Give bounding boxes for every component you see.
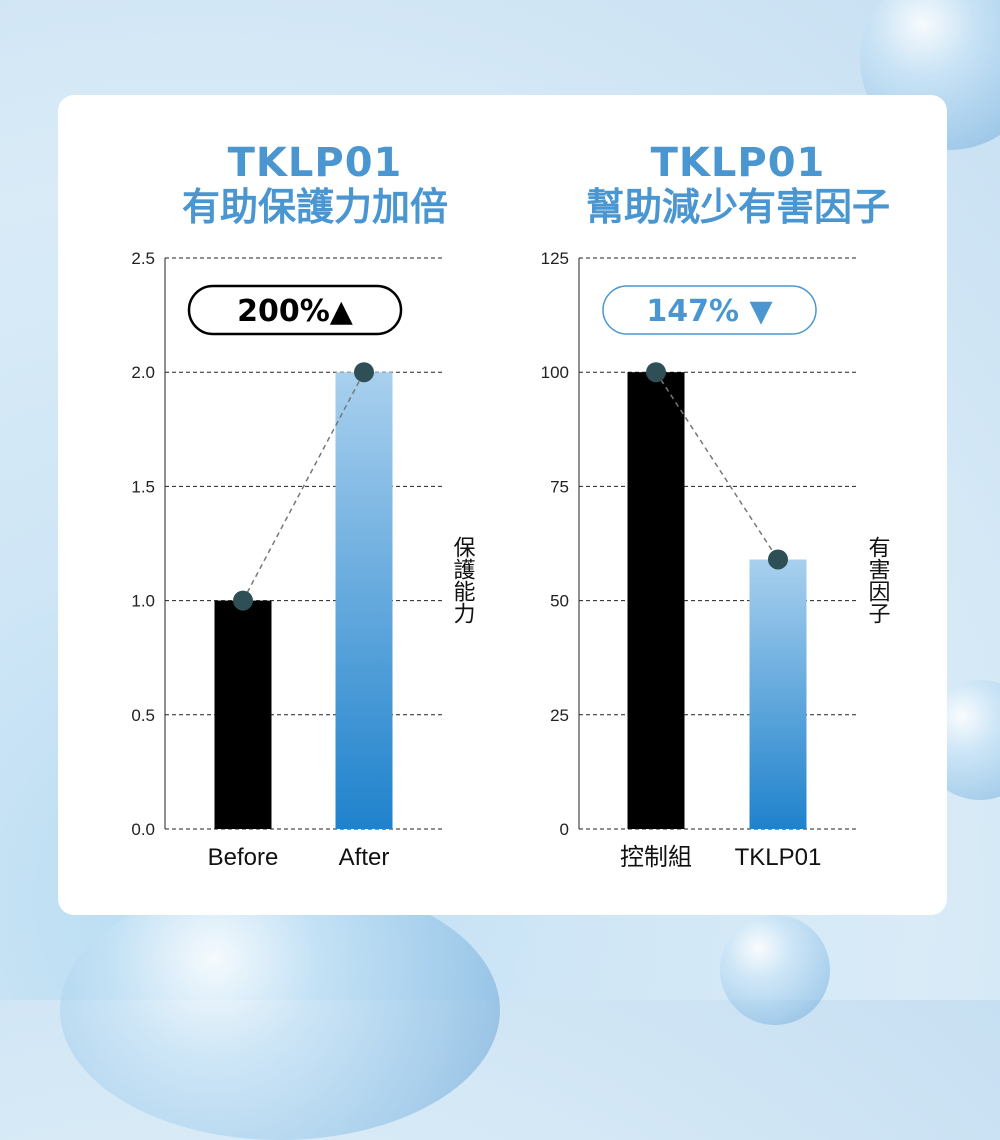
change-badge-label: 200%▲ bbox=[237, 294, 353, 329]
chart-2-title-line2: 幫助減少有害因子 bbox=[585, 185, 890, 229]
y-tick-label: 2.5 bbox=[131, 249, 155, 268]
y-tick-label: 0.0 bbox=[131, 820, 155, 839]
y-tick-label: 0 bbox=[560, 820, 569, 839]
bar-1 bbox=[627, 372, 685, 829]
y-tick-label: 2.0 bbox=[131, 363, 155, 382]
chart-1-title-line1: TKLP01 bbox=[227, 140, 403, 186]
change-badge bbox=[187, 284, 403, 336]
y-tick-label: 0.5 bbox=[131, 706, 155, 725]
y-tick-label: 125 bbox=[541, 249, 569, 268]
chart-2-title: TKLP01 幫助減少有害因子 bbox=[548, 140, 928, 230]
change-badge-label: 147% ▼ bbox=[646, 294, 772, 329]
x-category-label: 控制組 bbox=[620, 844, 692, 871]
bar-1 bbox=[214, 600, 272, 829]
data-point-marker bbox=[233, 590, 253, 611]
bar-2 bbox=[335, 372, 393, 829]
y-axis-label: 有害因子 bbox=[865, 536, 891, 624]
data-point-marker bbox=[646, 362, 666, 383]
bar-2 bbox=[749, 559, 807, 829]
x-category-label: Before bbox=[208, 844, 279, 871]
trend-connector bbox=[655, 371, 779, 560]
chart-2-title-line1: TKLP01 bbox=[650, 140, 826, 186]
y-tick-label: 100 bbox=[541, 363, 569, 382]
y-tick-label: 50 bbox=[550, 592, 569, 611]
x-category-label: TKLP01 bbox=[735, 844, 822, 871]
y-tick-label: 1.5 bbox=[131, 477, 155, 496]
x-category-label: After bbox=[339, 844, 390, 871]
chart-1-title-line2: 有助保護力加倍 bbox=[181, 185, 448, 229]
y-tick-label: 75 bbox=[550, 477, 569, 496]
data-point-marker bbox=[768, 549, 788, 570]
chart-1-title: TKLP01 有助保護力加倍 bbox=[125, 140, 505, 230]
charts-svg: 0.0 0.5 1.0 1.5 2.0 2.5 Before After 保護能力 200%▲ 0 2… bbox=[131, 249, 891, 871]
y-axis-label: 保護能力 bbox=[450, 536, 476, 624]
change-badge bbox=[602, 285, 817, 335]
y-tick-label: 25 bbox=[550, 706, 569, 725]
data-point-marker bbox=[354, 362, 374, 383]
trend-connector bbox=[242, 371, 365, 601]
y-tick-label: 1.0 bbox=[131, 592, 155, 611]
